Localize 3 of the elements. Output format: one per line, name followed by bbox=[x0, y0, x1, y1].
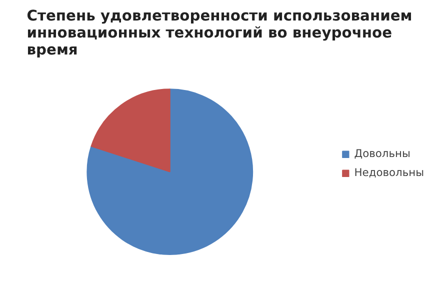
legend-label: Недовольны bbox=[354, 166, 424, 179]
chart-title: Степень удовлетворенности использованием инновационных технологий во внеурочное время bbox=[26, 8, 412, 58]
legend-label: Довольны bbox=[354, 147, 410, 160]
